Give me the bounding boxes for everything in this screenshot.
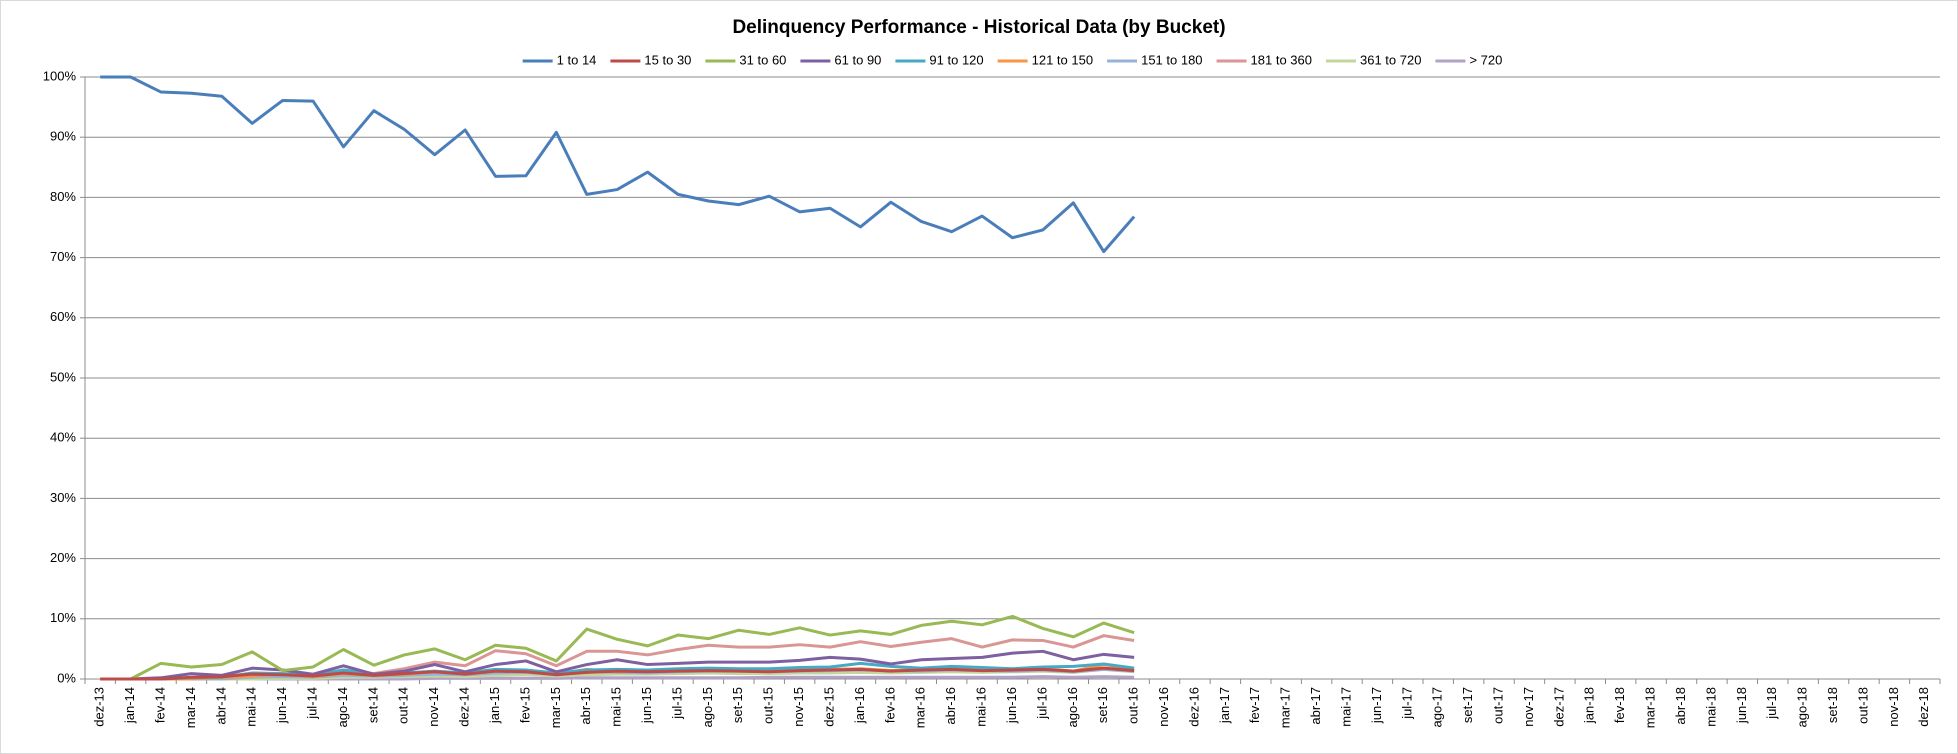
x-tick-label: set-16 [1095, 687, 1110, 723]
legend-label: 15 to 30 [644, 52, 691, 67]
x-tick-label: out-14 [396, 687, 411, 724]
x-tick-label: jul-16 [1034, 687, 1049, 720]
series-line [100, 614, 1135, 681]
x-tick-label: jul-17 [1399, 687, 1414, 720]
x-tick-label: set-17 [1460, 687, 1475, 723]
x-tick-label: jan-17 [1217, 687, 1232, 724]
x-tick-label: out-17 [1490, 687, 1505, 724]
x-tick-label: mar-16 [913, 687, 928, 728]
x-tick-label: ago-15 [700, 687, 715, 727]
x-tick-label: jul-15 [669, 687, 684, 720]
legend-label: 361 to 720 [1360, 52, 1421, 67]
y-tick-label: 10% [50, 610, 76, 625]
x-tick-label: nov-15 [791, 687, 806, 727]
x-tick-label: set-14 [365, 687, 380, 723]
y-tick-label: 80% [50, 189, 76, 204]
x-tick-label: nov-18 [1886, 687, 1901, 727]
x-tick-label: abr-18 [1673, 687, 1688, 725]
x-tick-label: abr-17 [1308, 687, 1323, 725]
series-line [100, 666, 1135, 681]
x-tick-label: ago-14 [335, 687, 350, 727]
y-tick-label: 70% [50, 249, 76, 264]
y-tick-label: 60% [50, 309, 76, 324]
legend-label: 181 to 360 [1251, 52, 1312, 67]
legend-label: 31 to 60 [739, 52, 786, 67]
x-tick-label: fev-14 [152, 687, 167, 723]
legend-label: 151 to 180 [1141, 52, 1202, 67]
x-tick-label: ago-18 [1795, 687, 1810, 727]
x-tick-label: abr-14 [213, 687, 228, 725]
y-tick-label: 100% [43, 68, 77, 83]
x-tick-label: dez-18 [1916, 687, 1931, 727]
x-tick-label: mai-17 [1338, 687, 1353, 727]
x-tick-label: mai-16 [974, 687, 989, 727]
y-tick-label: 40% [50, 430, 76, 445]
x-tick-label: nov-14 [426, 687, 441, 727]
x-tick-label: out-16 [1126, 687, 1141, 724]
x-tick-label: mar-15 [548, 687, 563, 728]
x-tick-label: mai-15 [609, 687, 624, 727]
x-tick-label: jun-16 [1004, 687, 1019, 724]
x-tick-label: mai-18 [1703, 687, 1718, 727]
legend: 1 to 14 15 to 30 31 to 60 61 to 90 91 to 120… [522, 52, 1502, 67]
x-tick-label: jan-18 [1582, 687, 1597, 724]
legend-label: 61 to 90 [834, 52, 881, 67]
x-tick-label: jun-18 [1734, 687, 1749, 724]
y-tick-label: 50% [50, 369, 76, 384]
x-tick-label: set-15 [730, 687, 745, 723]
x-tick-label: dez-16 [1186, 687, 1201, 727]
legend-label: 121 to 150 [1032, 52, 1093, 67]
legend-label: 1 to 14 [557, 52, 597, 67]
y-tick-label: 30% [50, 490, 76, 505]
x-tick-label: dez-17 [1551, 687, 1566, 727]
series-line [100, 667, 1135, 681]
y-tick-label: 0% [57, 670, 76, 685]
legend-label: > 720 [1469, 52, 1502, 67]
x-tick-label: jan-16 [852, 687, 867, 724]
x-tick-label: jul-18 [1764, 687, 1779, 720]
x-tick-label: out-15 [761, 687, 776, 724]
x-tick-label: abr-15 [578, 687, 593, 725]
x-tick-label: nov-16 [1156, 687, 1171, 727]
y-tick-label: 20% [50, 550, 76, 565]
x-tick-label: fev-17 [1247, 687, 1262, 723]
x-tick-label: fev-18 [1612, 687, 1627, 723]
x-tick-label: mar-14 [183, 687, 198, 728]
x-tick-label: abr-16 [943, 687, 958, 725]
x-tick-label: nov-17 [1521, 687, 1536, 727]
x-tick-label: jan-15 [487, 687, 502, 724]
series-line [100, 649, 1135, 681]
x-tick-label: set-18 [1825, 687, 1840, 723]
x-tick-label: jun-15 [639, 687, 654, 724]
x-tick-label: jan-14 [122, 687, 137, 724]
x-tick-label: dez-13 [92, 687, 107, 727]
x-tick-label: dez-15 [821, 687, 836, 727]
x-tick-label: mar-18 [1643, 687, 1658, 728]
x-tick-label: fev-15 [517, 687, 532, 723]
x-tick-label: dez-14 [457, 687, 472, 727]
x-tick-label: fev-16 [882, 687, 897, 723]
series-line [100, 75, 1136, 254]
x-tick-label: ago-17 [1430, 687, 1445, 727]
x-tick-label: mai-14 [244, 687, 259, 727]
x-tick-label: out-18 [1855, 687, 1870, 724]
x-tick-label: jun-14 [274, 687, 289, 724]
x-tick-label: jun-17 [1369, 687, 1384, 724]
legend-label: 91 to 120 [929, 52, 983, 67]
x-tick-label: jul-14 [305, 687, 320, 720]
y-tick-label: 90% [50, 129, 76, 144]
chart-title: Delinquency Performance - Historical Dat… [732, 17, 1225, 38]
x-tick-label: ago-16 [1065, 687, 1080, 727]
x-tick-label: mar-17 [1278, 687, 1293, 728]
